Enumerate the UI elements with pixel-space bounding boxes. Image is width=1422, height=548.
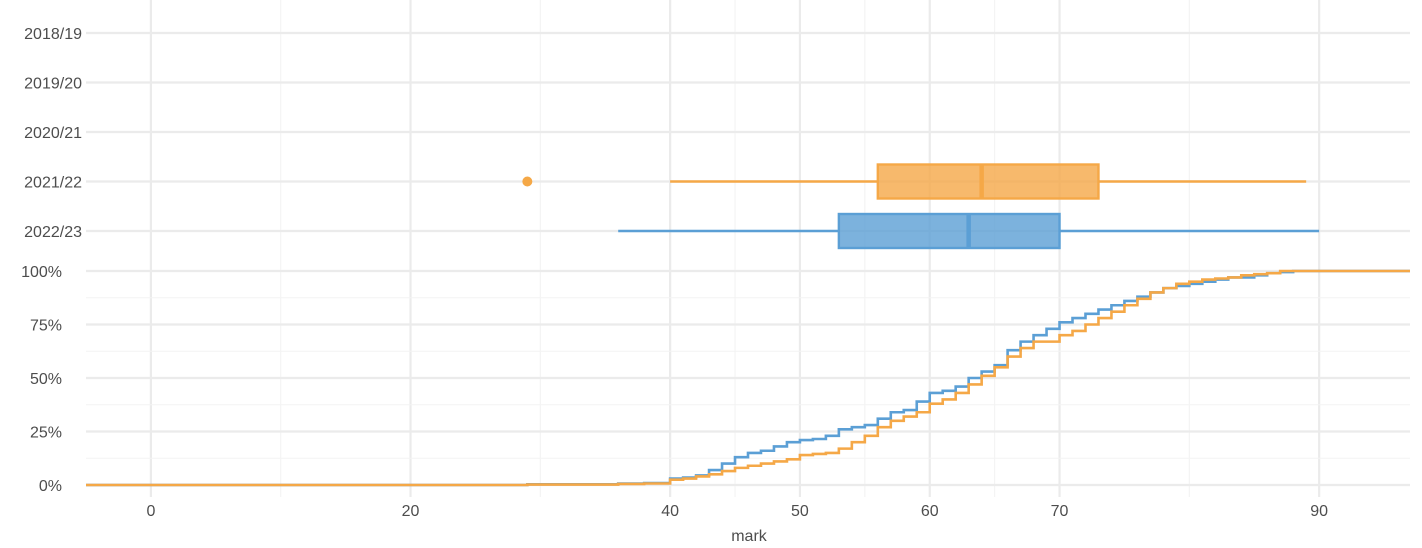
- x-tick-label: 40: [661, 503, 679, 520]
- box-outlier: [522, 176, 533, 187]
- y-tick-label: 100%: [21, 264, 62, 281]
- box-iqr: [837, 212, 1061, 250]
- x-tick-label: 60: [921, 503, 939, 520]
- y-tick-label: 75%: [30, 318, 62, 335]
- y-tick-label: 0%: [39, 478, 62, 495]
- y-tick-label: 25%: [30, 425, 62, 442]
- y-tick-label: 50%: [30, 371, 62, 388]
- x-axis-title: mark: [731, 528, 768, 545]
- y-tick-label: 2019/20: [24, 76, 82, 93]
- x-tick-label: 0: [146, 503, 155, 520]
- y-tick-label: 2018/19: [24, 26, 82, 43]
- box-iqr: [876, 163, 1100, 200]
- x-tick-label: 20: [402, 503, 420, 520]
- x-tick-label: 90: [1310, 503, 1328, 520]
- y-tick-label: 2022/23: [24, 224, 82, 241]
- x-tick-label: 50: [791, 503, 809, 520]
- y-tick-label: 2021/22: [24, 175, 82, 192]
- y-tick-label: 2020/21: [24, 125, 82, 142]
- boxplot-panel: 2018/19 2019/20 2020/21 2021/22 2022/23: [24, 0, 1410, 258]
- x-tick-label: 70: [1051, 503, 1069, 520]
- ecdf-panel: 0% 25% 50% 75% 100% 0 20 40 50 60 70 90: [21, 258, 1410, 520]
- ecdf-line-series-2: [86, 269, 1410, 487]
